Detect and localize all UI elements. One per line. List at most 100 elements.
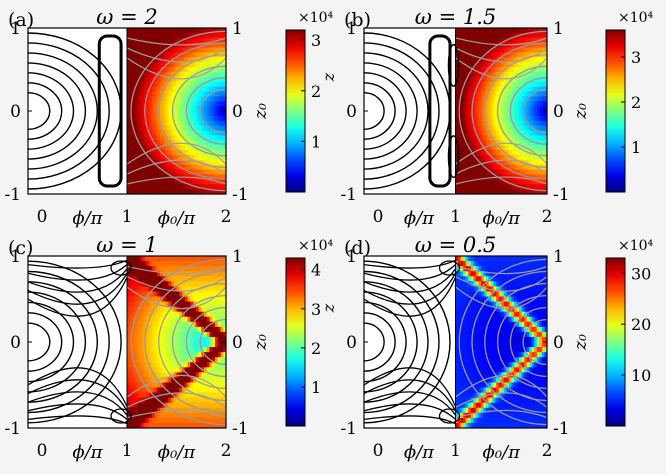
heatmap-cell	[127, 367, 131, 373]
heatmap-cell	[138, 417, 142, 424]
heatmap-cell	[486, 306, 490, 313]
heatmap-cell	[154, 164, 158, 171]
heatmap-cell	[493, 342, 497, 348]
heatmap-cell	[536, 336, 540, 343]
heatmap-cell	[524, 106, 528, 112]
heatmap-cell	[220, 42, 224, 49]
orbit-line	[28, 403, 128, 420]
heatmap-cell	[223, 331, 226, 338]
panel-label: (b)	[344, 9, 371, 31]
heatmap-cell	[162, 67, 167, 73]
heatmap-cell	[212, 357, 216, 363]
heatmap-cell	[149, 261, 153, 267]
heatmap-cell	[223, 382, 226, 389]
y-tick-label-left: 0	[10, 333, 21, 353]
heatmap-cell	[165, 377, 169, 384]
heatmap-cell	[511, 32, 515, 39]
heatmap-cell	[217, 306, 222, 313]
heatmap-cell	[127, 164, 131, 171]
heatmap-cell	[220, 362, 224, 368]
heatmap-cell	[526, 76, 530, 83]
heatmap-cell	[511, 296, 515, 303]
heatmap-cell	[455, 174, 459, 180]
heatmap-cell	[157, 316, 161, 323]
heatmap-cell	[223, 91, 226, 97]
heatmap-cell	[455, 402, 459, 409]
heatmap-cell	[496, 189, 500, 194]
heatmap-cell	[463, 286, 467, 293]
heatmap-cell	[508, 189, 513, 194]
heatmap-cell	[160, 336, 164, 343]
heatmap-cell	[154, 91, 158, 97]
heatmap-cell	[176, 422, 180, 428]
heatmap-cell	[176, 91, 180, 97]
heatmap-cell	[488, 316, 492, 323]
orbit-line-grey	[496, 65, 547, 157]
x-axis-label-left: ϕ/π	[72, 208, 103, 229]
heatmap-cell	[206, 316, 211, 323]
heatmap-cell	[465, 174, 469, 180]
heatmap-cell	[536, 387, 540, 394]
heatmap-cell	[478, 184, 482, 190]
heatmap-cell	[204, 91, 208, 97]
heatmap-cell	[146, 145, 150, 151]
heatmap-cell	[149, 377, 153, 384]
heatmap-cell	[157, 81, 161, 88]
heatmap-cell	[146, 106, 150, 112]
heatmap-cell	[498, 397, 502, 404]
heatmap-cell	[498, 342, 502, 348]
heatmap-cell	[511, 271, 515, 277]
heatmap-cell	[162, 164, 167, 171]
heatmap-cell	[501, 377, 505, 384]
heatmap-cell	[524, 164, 528, 171]
heatmap-cell	[511, 76, 515, 83]
heatmap-cell	[195, 120, 200, 127]
heatmap-cell	[132, 28, 136, 34]
heatmap-cell	[516, 135, 520, 141]
heatmap-cell	[460, 140, 464, 146]
heatmap-cell	[149, 407, 153, 414]
heatmap-cell	[165, 417, 169, 424]
heatmap-cell	[212, 392, 216, 399]
heatmap-cell	[513, 331, 518, 338]
heatmap-cell	[168, 52, 172, 58]
heatmap-cell	[149, 42, 153, 49]
heatmap-cell	[143, 164, 147, 171]
heatmap-cell	[483, 120, 487, 127]
heatmap-cell	[162, 179, 167, 185]
heatmap-cell	[524, 96, 528, 102]
heatmap-cell	[521, 422, 525, 428]
heatmap-cell	[195, 164, 200, 171]
heatmap-cell	[165, 352, 169, 358]
heatmap-cell	[496, 140, 500, 146]
heatmap-cell	[465, 86, 469, 93]
heatmap-cell	[475, 184, 479, 190]
heatmap-cell	[173, 111, 178, 117]
heatmap-cell	[149, 417, 153, 424]
heatmap-cell	[480, 281, 485, 287]
heatmap-cell	[496, 150, 500, 156]
heatmap-cell	[526, 397, 530, 404]
heatmap-cell	[460, 96, 464, 102]
y-tick-label-right: -1	[553, 185, 570, 205]
heatmap-cell	[501, 326, 505, 333]
heatmap-cell	[475, 91, 479, 97]
heatmap-cell	[187, 32, 191, 39]
heatmap-cell	[496, 402, 500, 409]
heatmap-cell	[217, 47, 222, 54]
heatmap-cell	[470, 37, 474, 44]
heatmap-cell	[220, 159, 224, 166]
heatmap-cell	[491, 286, 495, 293]
heatmap-cell	[160, 331, 164, 338]
heatmap-cell	[157, 382, 161, 389]
heatmap-cell	[212, 32, 216, 39]
heatmap-cell	[223, 67, 226, 73]
heatmap-cell	[165, 281, 169, 287]
heatmap-cell	[468, 111, 472, 117]
heatmap-cell	[176, 412, 180, 419]
heatmap-cell	[193, 256, 197, 262]
heatmap-cell	[157, 57, 161, 63]
heatmap-cell	[498, 189, 502, 194]
heatmap-cell	[503, 281, 507, 287]
heatmap-cell	[193, 120, 197, 127]
